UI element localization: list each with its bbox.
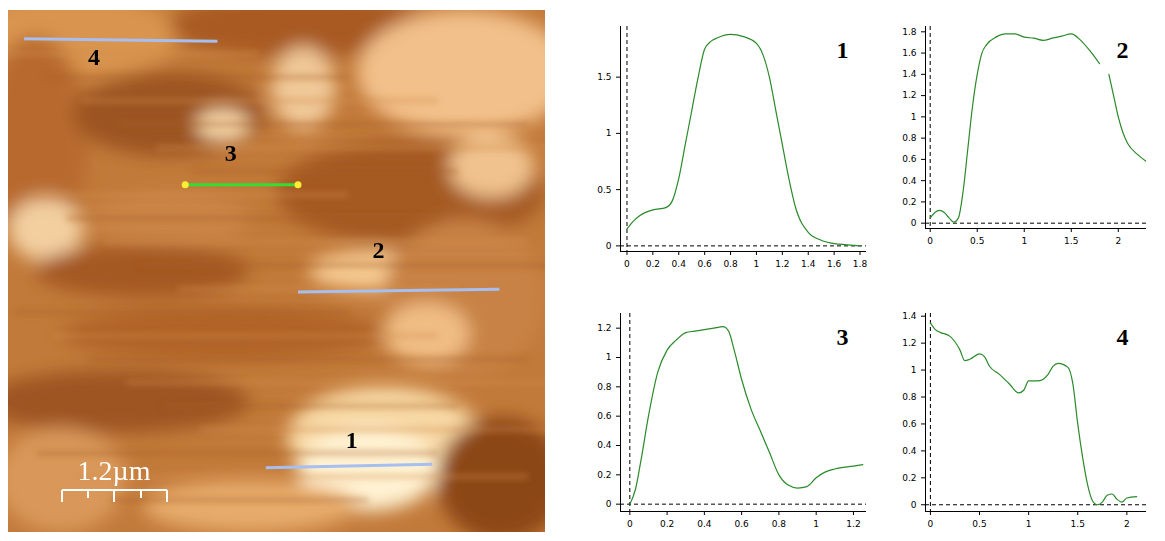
svg-text:0.2: 0.2 [902, 473, 916, 483]
svg-text:1: 1 [837, 37, 849, 63]
svg-text:1.2: 1.2 [597, 323, 611, 333]
svg-text:3: 3 [837, 324, 849, 350]
svg-text:0.2: 0.2 [902, 197, 916, 207]
svg-text:0: 0 [624, 259, 630, 269]
svg-text:1.4: 1.4 [902, 69, 917, 79]
svg-text:1: 1 [606, 352, 612, 362]
svg-text:1: 1 [606, 128, 612, 138]
svg-text:0.6: 0.6 [697, 259, 712, 269]
svg-text:0.4: 0.4 [597, 440, 612, 450]
svg-text:0: 0 [606, 499, 612, 509]
svg-text:1.5: 1.5 [597, 72, 611, 82]
svg-text:0.8: 0.8 [902, 133, 917, 143]
svg-text:0.4: 0.4 [672, 259, 687, 269]
svg-text:1.2µm: 1.2µm [78, 455, 151, 486]
svg-text:1.6: 1.6 [902, 48, 917, 58]
svg-text:1.2: 1.2 [846, 519, 860, 529]
svg-text:1.4: 1.4 [801, 259, 816, 269]
svg-text:1.2: 1.2 [775, 259, 789, 269]
svg-text:4: 4 [1117, 324, 1129, 350]
svg-text:0: 0 [927, 236, 933, 246]
svg-text:0: 0 [627, 519, 633, 529]
svg-text:1: 1 [346, 427, 358, 453]
svg-text:1: 1 [1026, 519, 1032, 529]
svg-text:0: 0 [911, 218, 917, 228]
svg-text:0.8: 0.8 [723, 259, 738, 269]
svg-text:0.4: 0.4 [902, 446, 917, 456]
svg-text:0.6: 0.6 [597, 411, 612, 421]
svg-text:0.5: 0.5 [972, 519, 986, 529]
svg-text:1: 1 [911, 365, 917, 375]
svg-text:0: 0 [928, 519, 934, 529]
svg-text:0: 0 [911, 500, 917, 510]
svg-text:0.8: 0.8 [772, 519, 787, 529]
svg-text:0: 0 [606, 241, 612, 251]
svg-text:0.6: 0.6 [734, 519, 749, 529]
svg-text:0.8: 0.8 [597, 382, 612, 392]
svg-text:1.5: 1.5 [1071, 519, 1085, 529]
svg-text:1: 1 [911, 112, 917, 122]
svg-text:0.2: 0.2 [646, 259, 660, 269]
svg-text:1: 1 [1021, 236, 1027, 246]
svg-text:2: 2 [1124, 519, 1130, 529]
svg-text:1.2: 1.2 [902, 338, 916, 348]
svg-text:1: 1 [754, 259, 760, 269]
svg-text:2: 2 [1117, 37, 1129, 63]
svg-text:0.5: 0.5 [970, 236, 984, 246]
svg-text:0.4: 0.4 [902, 176, 917, 186]
svg-text:1.8: 1.8 [902, 27, 917, 37]
svg-text:0.4: 0.4 [697, 519, 712, 529]
svg-text:1.2: 1.2 [902, 90, 916, 100]
svg-text:0.5: 0.5 [597, 185, 611, 195]
svg-text:0.2: 0.2 [597, 470, 611, 480]
svg-text:1.8: 1.8 [853, 259, 868, 269]
svg-text:1.4: 1.4 [902, 311, 917, 321]
svg-text:0.8: 0.8 [902, 392, 917, 402]
svg-text:1.5: 1.5 [1064, 236, 1078, 246]
svg-text:1.6: 1.6 [827, 259, 842, 269]
svg-text:4: 4 [88, 44, 100, 70]
svg-text:0.6: 0.6 [902, 154, 917, 164]
svg-text:3: 3 [225, 140, 237, 166]
svg-text:2: 2 [1115, 236, 1121, 246]
svg-text:0.2: 0.2 [660, 519, 674, 529]
svg-text:0.6: 0.6 [902, 419, 917, 429]
svg-text:1: 1 [813, 519, 819, 529]
svg-text:2: 2 [373, 237, 385, 263]
